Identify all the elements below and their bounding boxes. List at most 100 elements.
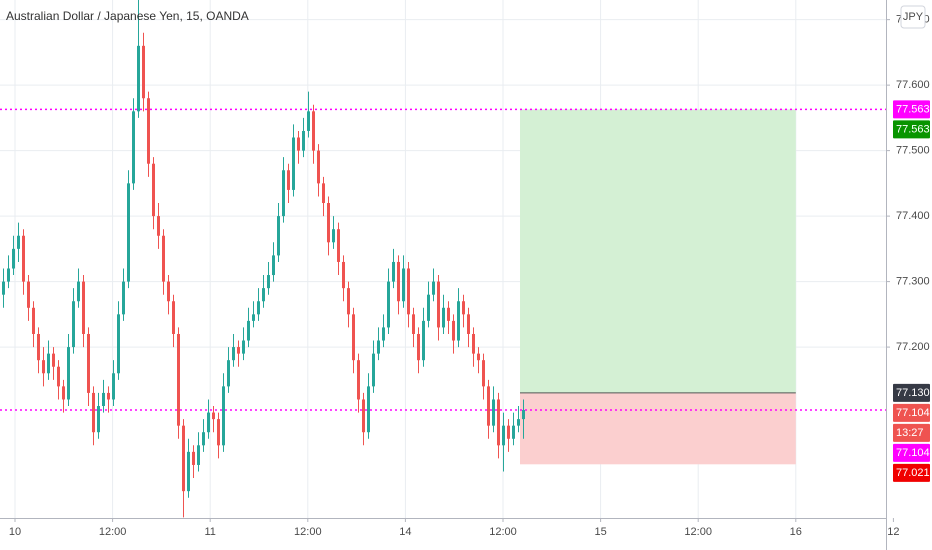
- candle-body: [137, 45, 140, 112]
- candle-body: [382, 327, 385, 341]
- candle-body: [82, 281, 85, 334]
- price-tag-label: 77.563: [896, 103, 930, 115]
- y-tick-label: 77.300: [896, 275, 930, 287]
- x-tick-label: 11: [204, 526, 215, 538]
- chart-title: Australian Dollar / Japanese Yen, 15, OA…: [6, 9, 249, 23]
- y-tick-label: 77.500: [896, 145, 930, 157]
- candle-body: [347, 288, 350, 315]
- currency-badge: [900, 5, 926, 29]
- candle-body: [422, 320, 425, 361]
- profit-zone: [520, 109, 796, 393]
- candle-body: [512, 425, 515, 439]
- candle-body: [152, 163, 155, 217]
- candle-body: [62, 386, 65, 400]
- candle-body: [492, 399, 495, 426]
- candle-body: [237, 347, 240, 354]
- x-tick-label: 10: [9, 526, 21, 538]
- candle-body: [17, 235, 20, 249]
- candle-body: [207, 412, 210, 433]
- candle-body: [227, 360, 230, 387]
- candle-body: [212, 412, 215, 420]
- candle-body: [127, 183, 130, 282]
- candle-body: [467, 314, 470, 334]
- candle-body: [432, 281, 435, 295]
- candle-body: [302, 130, 305, 151]
- candle-body: [7, 268, 10, 282]
- price-tag-label: 77.130: [896, 387, 930, 399]
- candle-body: [367, 386, 370, 433]
- price-tag: [893, 403, 930, 422]
- candle-body: [147, 98, 150, 164]
- time-axis-bg: [0, 518, 886, 550]
- candle-body: [272, 255, 275, 276]
- candle-body: [192, 451, 195, 465]
- x-tick-label: 12:00: [684, 526, 712, 538]
- candle-body: [442, 307, 445, 328]
- candle-body: [167, 281, 170, 302]
- candle-body: [447, 307, 450, 321]
- price-tag: [893, 120, 930, 139]
- y-tick-label: 77.200: [896, 341, 930, 353]
- candle-body: [102, 392, 105, 407]
- candle-body: [277, 216, 280, 256]
- x-tick-label: 12: [887, 526, 899, 538]
- candle-body: [507, 425, 510, 439]
- x-tick-label: 15: [594, 526, 606, 538]
- candle-body: [387, 281, 390, 328]
- candle-body: [122, 281, 125, 315]
- candle-body: [372, 353, 375, 387]
- candle-body: [42, 360, 45, 374]
- candle-body: [452, 320, 455, 341]
- candle-body: [37, 333, 40, 361]
- candle-body: [482, 360, 485, 387]
- candle-body: [172, 301, 175, 334]
- candle-body: [117, 314, 120, 374]
- candle-body: [477, 353, 480, 361]
- price-tag: [893, 423, 930, 442]
- candle-body: [157, 216, 160, 236]
- candle-body: [292, 137, 295, 190]
- candle-body: [297, 137, 300, 151]
- candle-body: [397, 261, 400, 302]
- price-tag-label: 77.563: [896, 123, 930, 135]
- candle-body: [247, 320, 250, 341]
- candle-body: [332, 229, 335, 243]
- x-tick-label: 12:00: [294, 526, 322, 538]
- candle-body: [27, 281, 30, 308]
- candle-body: [182, 425, 185, 492]
- candle-body: [427, 294, 430, 321]
- candle-body: [267, 275, 270, 289]
- candle-body: [502, 425, 505, 446]
- x-tick-label: 16: [790, 526, 802, 538]
- candle-body: [187, 451, 190, 492]
- candle-body: [497, 399, 500, 446]
- candle-body: [112, 373, 115, 400]
- candle-body: [392, 261, 395, 282]
- candle-body: [177, 333, 180, 426]
- loss-zone: [520, 392, 796, 465]
- candle-body: [402, 268, 405, 302]
- x-tick-label: 12:00: [489, 526, 517, 538]
- candle-body: [202, 432, 205, 446]
- candle-body: [47, 353, 50, 374]
- price-tag: [893, 383, 930, 402]
- candle-body: [517, 419, 520, 426]
- candle-body: [377, 340, 380, 354]
- candle-body: [232, 347, 235, 361]
- candle-body: [257, 301, 260, 315]
- price-tag-label: 77.021: [896, 467, 930, 479]
- candle-body: [352, 314, 355, 361]
- candle-body: [22, 235, 25, 282]
- candle-body: [52, 353, 55, 367]
- candle-body: [132, 111, 135, 184]
- x-tick-label: 12:00: [99, 526, 127, 538]
- candle-body: [487, 386, 490, 426]
- candle-body: [472, 333, 475, 354]
- candle-body: [437, 281, 440, 328]
- candle-body: [242, 340, 245, 354]
- candle-body: [72, 301, 75, 348]
- candle-body: [57, 366, 60, 387]
- candle-body: [252, 314, 255, 321]
- candle-body: [222, 386, 225, 446]
